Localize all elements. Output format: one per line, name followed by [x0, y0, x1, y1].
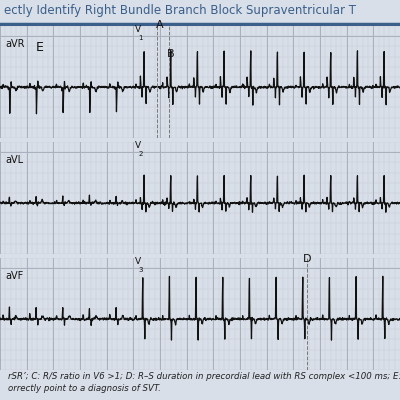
Text: 3: 3 — [138, 267, 143, 273]
Text: V: V — [135, 25, 141, 34]
Text: 2: 2 — [138, 151, 142, 157]
Text: V: V — [135, 141, 141, 150]
Text: aVL: aVL — [5, 155, 24, 165]
Text: ectly Identify Right Bundle Branch Block Supraventricular T: ectly Identify Right Bundle Branch Block… — [4, 4, 356, 17]
Text: D: D — [302, 254, 311, 264]
Text: E: E — [36, 41, 44, 54]
Text: aVF: aVF — [5, 271, 24, 281]
Text: rSR’; C: R/S ratio in V6 >1; D: R–S duration in precordial lead with RS complex : rSR’; C: R/S ratio in V6 >1; D: R–S dura… — [8, 372, 400, 393]
Text: aVR: aVR — [5, 39, 25, 49]
Text: V: V — [135, 257, 141, 266]
Text: B: B — [167, 49, 174, 59]
Text: A: A — [156, 20, 164, 30]
Text: 1: 1 — [138, 35, 143, 41]
